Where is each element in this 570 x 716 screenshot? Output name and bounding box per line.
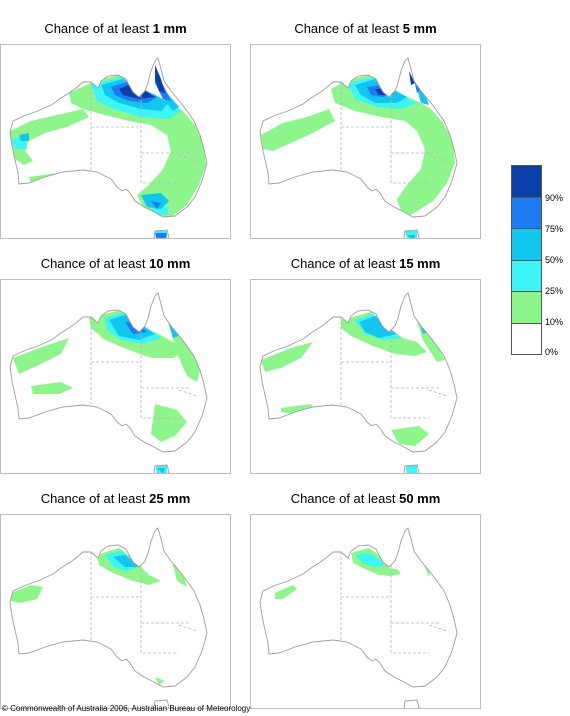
- green-probability-area: [281, 181, 317, 199]
- sky-probability-area: [359, 316, 397, 338]
- state-border: [178, 389, 198, 397]
- green-probability-area: [11, 585, 43, 603]
- legend-label-25: 25%: [545, 286, 564, 296]
- legend-swatch: [512, 197, 541, 229]
- tasmania-coastline: [403, 229, 420, 238]
- legend-label-75: 75%: [545, 224, 564, 234]
- green-probability-area: [29, 173, 87, 197]
- map-area: [0, 44, 231, 239]
- tasmania-coastline: [403, 699, 420, 708]
- panel-title: Chance of at least 15 mm: [290, 256, 441, 271]
- tasmania-coastline: [153, 229, 170, 238]
- tasmania-coastline: [153, 464, 170, 473]
- sky-probability-area: [113, 555, 139, 567]
- map-area: [0, 514, 231, 709]
- australia-coastline: [259, 57, 458, 218]
- panel-title: Chance of at least 50 mm: [290, 491, 441, 506]
- state-border: [390, 95, 429, 184]
- green-probability-area: [155, 677, 165, 685]
- legend-label-0: 0%: [545, 347, 559, 357]
- legend-swatch: [512, 166, 541, 198]
- green-probability-area: [281, 404, 315, 414]
- state-border: [428, 154, 448, 162]
- map-area: [250, 279, 481, 474]
- state-border: [140, 565, 179, 654]
- legend-swatch: [512, 323, 541, 354]
- map-panel-25mm: Chance of at least 25 mm: [0, 484, 231, 709]
- green-probability-area: [13, 338, 69, 374]
- legend-colorbar: [511, 165, 542, 355]
- navy-probability-area: [155, 65, 165, 93]
- state-border: [178, 154, 198, 162]
- rainfall-probability-shading: [11, 548, 187, 685]
- copyright-notice: © Commonwealth of Australia 2006, Austra…: [2, 704, 251, 713]
- sky-probability-area: [141, 193, 169, 209]
- map-area: [250, 44, 481, 239]
- map-panel-5mm: Chance of at least 5 mm: [250, 14, 481, 239]
- rainfall-probability-shading: [261, 71, 455, 238]
- rainfall-probability-shading: [261, 312, 445, 473]
- map-panel-10mm: Chance of at least 10 mm: [0, 249, 231, 474]
- sky-probability-area: [407, 235, 415, 238]
- legend-swatch: [512, 260, 541, 292]
- australia-coastline: [9, 527, 208, 688]
- tasmania-coastline: [403, 464, 420, 473]
- sky-probability-area: [157, 75, 179, 111]
- state-border: [140, 330, 179, 419]
- state-border: [428, 624, 448, 632]
- australia-coastline: [259, 527, 458, 688]
- green-probability-area: [415, 316, 445, 362]
- cyan-probability-area: [405, 462, 417, 473]
- rainfall-probability-shading: [10, 65, 206, 238]
- map-area: [250, 514, 481, 709]
- blue-probability-area: [155, 233, 167, 238]
- state-border: [140, 95, 179, 184]
- map-panel-15mm: Chance of at least 15 mm: [250, 249, 481, 474]
- green-probability-area: [331, 75, 455, 215]
- sky-probability-area: [157, 468, 165, 473]
- panel-title: Chance of at least 1 mm: [44, 21, 187, 36]
- sky-probability-area: [19, 133, 29, 141]
- cyan-probability-area: [355, 553, 385, 567]
- australia-coastline: [259, 292, 458, 453]
- green-probability-area: [423, 555, 431, 577]
- map-panel-1mm: Chance of at least 1 mm: [0, 14, 231, 239]
- green-probability-area: [391, 426, 429, 446]
- legend-label-90: 90%: [545, 193, 564, 203]
- tasmania-coastline: [153, 699, 170, 708]
- green-probability-area: [275, 585, 297, 599]
- state-border: [178, 624, 198, 632]
- green-probability-area: [261, 109, 335, 151]
- legend-swatch: [512, 292, 541, 324]
- green-probability-area: [151, 404, 187, 442]
- map-area: [0, 279, 231, 474]
- state-border: [390, 565, 429, 654]
- state-border: [390, 330, 429, 419]
- australia-coastline: [9, 57, 208, 218]
- rainfall-probability-shading: [275, 548, 431, 599]
- australia-coastline: [9, 292, 208, 453]
- probability-legend: 90% 75% 50% 25% 10% 0%: [511, 165, 563, 357]
- green-probability-area: [261, 342, 313, 372]
- state-border: [428, 389, 448, 397]
- green-probability-area: [31, 382, 73, 394]
- legend-label-10: 10%: [545, 317, 564, 327]
- blue-probability-area: [151, 201, 161, 209]
- rainfall-probability-shading: [13, 310, 201, 473]
- panel-title: Chance of at least 5 mm: [294, 21, 437, 36]
- panel-title: Chance of at least 25 mm: [40, 491, 191, 506]
- legend-swatch: [512, 229, 541, 261]
- legend-label-50: 50%: [545, 255, 564, 265]
- map-panel-50mm: Chance of at least 50 mm: [250, 484, 481, 709]
- green-probability-area: [171, 557, 187, 587]
- green-probability-area: [10, 109, 89, 165]
- navy-probability-area: [409, 71, 415, 85]
- panel-title: Chance of at least 10 mm: [40, 256, 191, 271]
